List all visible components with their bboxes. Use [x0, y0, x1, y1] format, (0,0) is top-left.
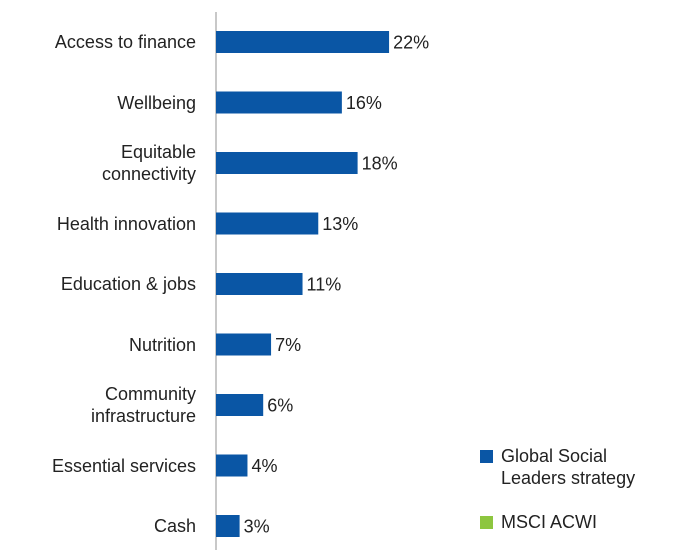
bar: [216, 394, 264, 416]
category-label: Essential services: [51, 455, 196, 476]
category-label: Wellbeing: [117, 92, 196, 113]
category-label: Health innovation: [56, 213, 196, 234]
bar: [216, 333, 272, 356]
bar: [216, 454, 248, 477]
value-label: 16%: [346, 93, 382, 113]
category-label: Nutrition: [128, 334, 196, 355]
legend-label: MSCI ACWI: [501, 512, 598, 532]
value-label: 11%: [307, 275, 342, 295]
legend-label: Global Social Leaders strategy: [501, 446, 636, 488]
category-label: Access to finance: [54, 32, 196, 52]
category-label: Community infrastructure: [90, 384, 196, 426]
bar: [216, 212, 319, 235]
value-label: 7%: [275, 335, 301, 355]
bar: [216, 31, 390, 53]
value-label: 13%: [322, 214, 358, 234]
bar: [216, 273, 303, 295]
value-label: 4%: [251, 456, 277, 476]
value-label: 6%: [267, 396, 293, 416]
category-label: Equitable connectivity: [101, 142, 196, 184]
bar: [216, 152, 358, 174]
value-label: 3%: [244, 517, 270, 537]
legend-swatch: [480, 516, 493, 529]
bar: [216, 515, 240, 537]
value-label: 18%: [362, 154, 398, 174]
category-label: Cash: [153, 516, 196, 536]
legend-swatch: [480, 450, 493, 463]
value-label: 22%: [393, 33, 429, 53]
bar: [216, 91, 342, 114]
category-label: Education & jobs: [60, 274, 196, 294]
